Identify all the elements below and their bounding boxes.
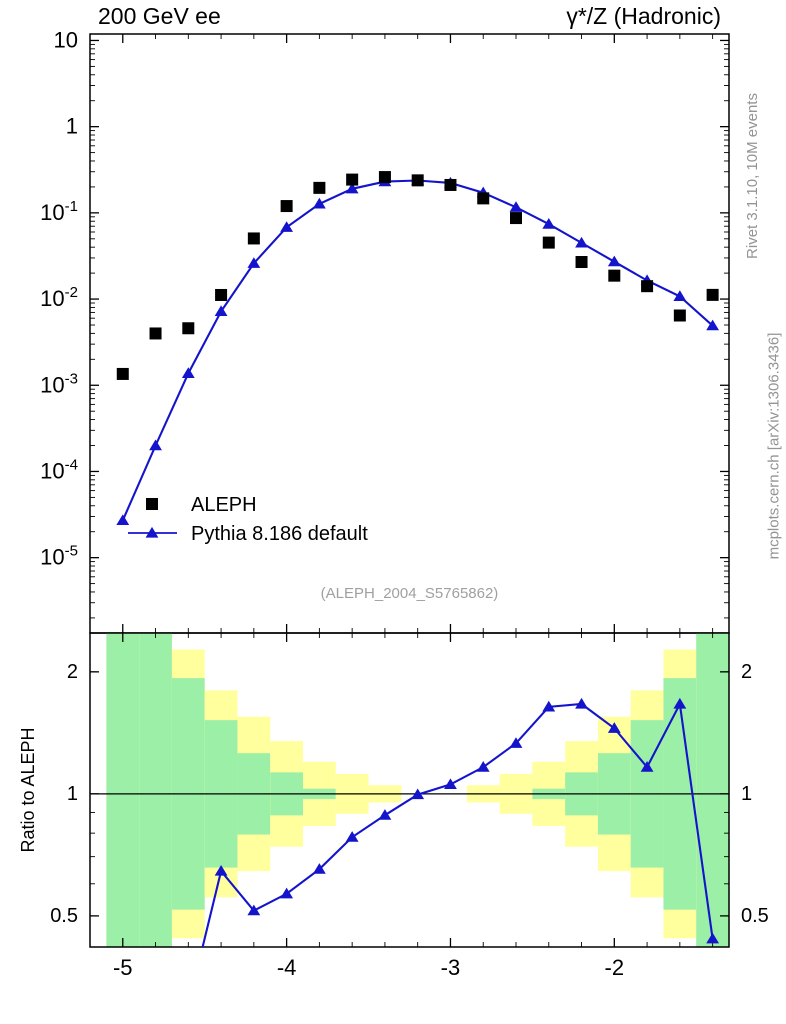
svg-text:2: 2: [741, 661, 752, 683]
svg-text:-5: -5: [113, 955, 133, 980]
svg-text:10: 10: [54, 27, 78, 52]
svg-text:Rivet 3.1.10, 10M events: Rivet 3.1.10, 10M events: [744, 93, 761, 259]
svg-text:(ALEPH_2004_S5765862): (ALEPH_2004_S5765862): [321, 585, 499, 602]
svg-text:1: 1: [67, 783, 78, 805]
svg-text:1: 1: [741, 783, 752, 805]
svg-text:200 GeV ee: 200 GeV ee: [98, 3, 221, 29]
svg-text:1: 1: [66, 114, 78, 139]
svg-text:2: 2: [67, 661, 78, 683]
svg-text:-3: -3: [441, 955, 461, 980]
svg-text:-4: -4: [277, 955, 297, 980]
svg-text:mcplots.cern.ch [arXiv:1306.34: mcplots.cern.ch [arXiv:1306.3436]: [766, 333, 783, 560]
svg-text:γ*/Z (Hadronic): γ*/Z (Hadronic): [566, 3, 721, 29]
svg-text:Ratio to ALEPH: Ratio to ALEPH: [18, 727, 38, 852]
svg-text:Pythia 8.186 default: Pythia 8.186 default: [191, 523, 368, 545]
svg-text:0.5: 0.5: [50, 905, 78, 927]
svg-text:-2: -2: [605, 955, 625, 980]
svg-text:ALEPH: ALEPH: [191, 494, 257, 516]
svg-text:0.5: 0.5: [741, 905, 769, 927]
